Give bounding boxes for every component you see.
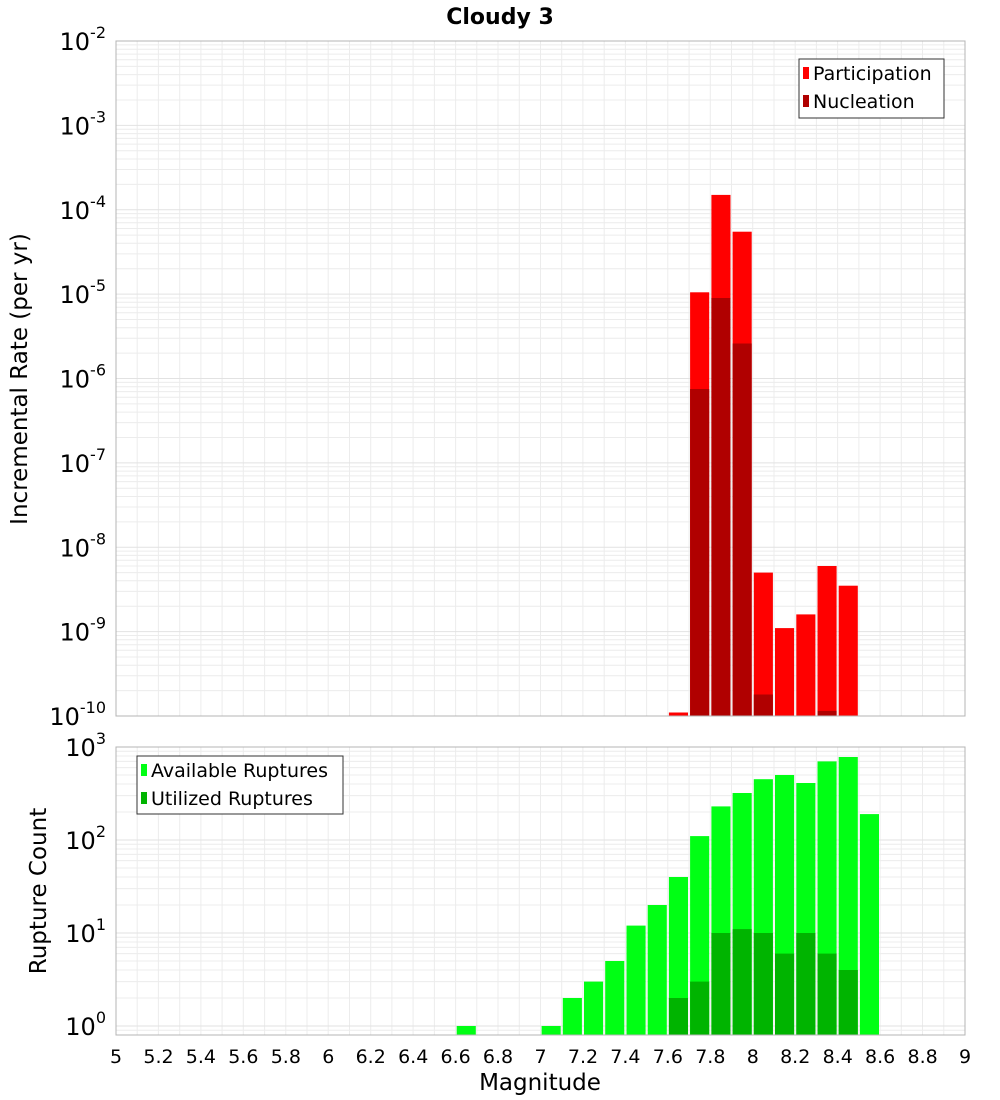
x-tick-label: 5 <box>110 1046 122 1068</box>
bottom-bar <box>711 933 731 1035</box>
top-bar <box>817 566 837 716</box>
x-tick-label: 7.8 <box>695 1046 725 1068</box>
bottom-y-axis-label: Rupture Count <box>26 808 52 974</box>
top-y-tick-label: 10-9 <box>60 614 107 647</box>
top-panel-rate: 10-10 10-9 10-8 10-7 10-6 10-5 10-4 10-3 10-2 Par… <box>49 23 966 731</box>
x-tick-label: 5.2 <box>143 1046 173 1068</box>
bottom-bar <box>775 953 795 1035</box>
bottom-bar <box>796 933 816 1035</box>
bottom-series-2 <box>668 929 858 1035</box>
top-y-tick-label: 10-5 <box>60 276 107 309</box>
bottom-legend-swatch <box>141 792 147 804</box>
bottom-legend-label: Utilized Ruptures <box>151 788 313 810</box>
x-tick-label: 7.4 <box>610 1046 640 1068</box>
bottom-bar <box>859 814 879 1035</box>
top-y-tick-label: 10-6 <box>60 361 107 394</box>
x-tick-label: 8.8 <box>907 1046 937 1068</box>
x-axis-ticks: 5 5.2 5.4 5.6 5.8 6 6.2 6.4 6.6 6.8 7 7.2 7.4 7.6 7.8 8… <box>110 1046 971 1068</box>
x-tick-label: 8.4 <box>823 1046 853 1068</box>
top-bar <box>817 710 837 716</box>
top-y-tick-label: 10-10 <box>49 698 106 731</box>
x-tick-label: 5.4 <box>186 1046 216 1068</box>
top-bar <box>753 694 773 716</box>
top-legend-swatch <box>803 67 809 79</box>
bottom-bar <box>541 1026 561 1035</box>
x-tick-label: 8 <box>747 1046 759 1068</box>
top-bar <box>668 712 688 716</box>
bottom-y-tick-label: 100 <box>65 1008 106 1041</box>
bottom-bar <box>732 929 752 1035</box>
top-bar <box>711 298 731 716</box>
top-bar <box>775 628 795 716</box>
bottom-bar <box>668 877 688 1035</box>
top-bar <box>838 585 858 716</box>
x-tick-label: 5.6 <box>228 1046 258 1068</box>
bottom-bar <box>838 970 858 1035</box>
x-tick-label: 6.4 <box>398 1046 428 1068</box>
bottom-y-tick-label: 101 <box>65 915 106 948</box>
bottom-legend: Available Ruptures Utilized Ruptures <box>136 755 344 815</box>
bottom-bar <box>456 1026 476 1035</box>
top-y-tick-label: 10-7 <box>60 445 107 478</box>
top-y-tick-label: 10-8 <box>60 529 107 562</box>
bottom-bar <box>605 961 625 1035</box>
top-gridlines <box>115 40 966 717</box>
x-tick-label: 6.6 <box>440 1046 470 1068</box>
x-tick-label: 5.8 <box>271 1046 301 1068</box>
bottom-bar <box>626 925 646 1035</box>
top-y-tick-labels: 10-10 10-9 10-8 10-7 10-6 10-5 10-4 10-3 10-2 <box>49 23 106 731</box>
top-plot-frame <box>115 40 966 717</box>
bottom-panel-rupture-count: 100 101 102 103 Available Ruptures Utilized R… <box>65 729 966 1041</box>
bottom-y-tick-label: 103 <box>65 729 106 762</box>
top-bar <box>732 343 752 716</box>
bottom-plot-frame <box>115 746 966 1036</box>
chart-title: Cloudy 3 <box>446 5 554 30</box>
x-tick-label: 6 <box>322 1046 334 1068</box>
top-legend-label: Nucleation <box>813 91 915 113</box>
x-tick-label: 8.6 <box>865 1046 895 1068</box>
top-y-tick-label: 10-3 <box>60 107 107 140</box>
top-bar <box>690 389 710 716</box>
bottom-bar <box>690 981 710 1035</box>
bottom-bar <box>584 981 604 1035</box>
x-tick-label: 7.6 <box>653 1046 683 1068</box>
x-tick-label: 8.2 <box>780 1046 810 1068</box>
bottom-bar <box>753 933 773 1035</box>
bottom-bar <box>562 998 582 1035</box>
bottom-bar <box>647 905 667 1035</box>
x-tick-label: 7.2 <box>568 1046 598 1068</box>
top-series-2 <box>690 298 837 716</box>
top-bar <box>753 572 773 716</box>
bottom-y-tick-label: 102 <box>65 822 106 855</box>
bottom-bar <box>838 757 858 1035</box>
x-tick-label: 7 <box>534 1046 546 1068</box>
bottom-bar <box>668 998 688 1035</box>
top-y-tick-label: 10-2 <box>60 23 107 56</box>
bottom-legend-label: Available Ruptures <box>151 760 328 782</box>
top-legend-label: Participation <box>813 63 932 85</box>
bottom-y-tick-labels: 100 101 102 103 <box>65 729 106 1041</box>
x-tick-label: 6.2 <box>356 1046 386 1068</box>
top-y-axis-label: Incremental Rate (per yr) <box>7 233 33 525</box>
top-bar <box>796 614 816 716</box>
x-tick-label: 9 <box>959 1046 971 1068</box>
bottom-bar <box>817 953 837 1035</box>
bottom-legend-swatch <box>141 764 147 776</box>
top-legend-swatch <box>803 95 809 107</box>
x-tick-label: 6.8 <box>483 1046 513 1068</box>
x-axis-label: Magnitude <box>479 1070 601 1096</box>
top-legend: Participation Nucleation <box>798 58 945 119</box>
top-y-tick-label: 10-4 <box>60 192 107 225</box>
